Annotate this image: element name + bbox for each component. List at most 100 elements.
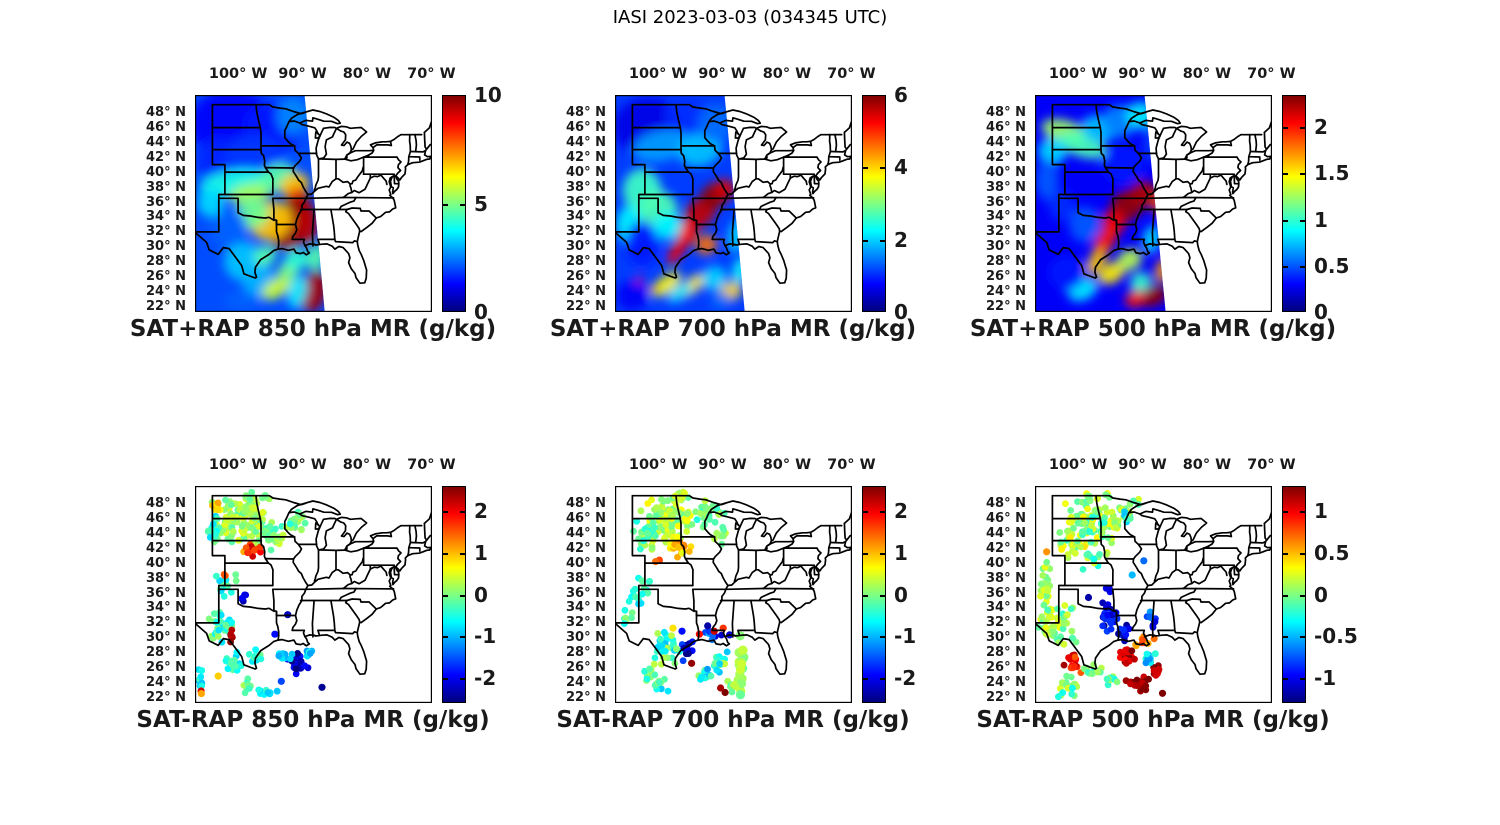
- lon-tick-label: 70° W: [1247, 66, 1296, 82]
- scatter-points: [620, 488, 749, 700]
- panel-sat-minus-rap-500: 100° W 90° W 80° W 70° W 48° N 46° N 44° N 42° …: [960, 441, 1360, 751]
- lon-tick-label: 90° W: [278, 457, 327, 473]
- lat-tick-label: 36° N: [986, 585, 1026, 601]
- lat-tick-label: 46° N: [146, 119, 186, 135]
- lat-tick-label: 26° N: [146, 660, 186, 676]
- lat-tick-label: 44° N: [146, 525, 186, 541]
- panel-sat-minus-rap-700: 100° W 90° W 80° W 70° W 48° N 46° N 44° N 42° …: [540, 441, 940, 751]
- colorbar-tick-label: 1: [894, 540, 908, 565]
- colorbar-tick: [460, 552, 465, 555]
- lon-tick-label: 100° W: [208, 457, 268, 473]
- lat-tick-label: 24° N: [566, 284, 606, 300]
- lat-tick-label: 22° N: [986, 690, 1026, 706]
- lon-tick-label: 70° W: [1247, 457, 1296, 473]
- lon-tick-label: 100° W: [1048, 457, 1108, 473]
- lat-tick-label: 24° N: [146, 675, 186, 691]
- colorbar-tick: [460, 594, 465, 597]
- lat-tick-label: 48° N: [986, 104, 1026, 120]
- lat-tick-label: 32° N: [986, 224, 1026, 240]
- colorbar-tick: [880, 594, 885, 597]
- colorbar-tick: [1300, 511, 1305, 514]
- lon-tick-label: 70° W: [827, 66, 876, 82]
- lat-tick-label: 42° N: [566, 540, 606, 556]
- colorbar-tick: [1300, 127, 1305, 130]
- lon-tick-label: 80° W: [1182, 66, 1232, 82]
- lat-tick-label: 48° N: [986, 495, 1026, 511]
- lat-tick-label: 26° N: [146, 269, 186, 285]
- lon-tick-label: 70° W: [827, 457, 876, 473]
- colorbar-tick: [443, 552, 448, 555]
- lat-tick-label: 32° N: [566, 224, 606, 240]
- lon-tick-label: 80° W: [762, 66, 812, 82]
- colorbar-tick-label: -1: [1314, 665, 1337, 690]
- lat-tick-label: 34° N: [146, 209, 186, 225]
- lat-tick-label: 34° N: [146, 600, 186, 616]
- colorbar-tick: [863, 511, 868, 514]
- lat-tick-label: 36° N: [146, 194, 186, 210]
- lat-tick-label: 48° N: [566, 495, 606, 511]
- lat-tick-label: 36° N: [566, 585, 606, 601]
- panel-title: SAT-RAP 700 hPa MR (g/kg): [556, 707, 910, 733]
- colorbar-tick-label: 4: [894, 155, 908, 180]
- lat-tick-label: 28° N: [566, 254, 606, 270]
- state-borders: [195, 103, 432, 285]
- lon-tick-label: 80° W: [342, 457, 392, 473]
- colorbar-tick: [460, 203, 465, 206]
- colorbar-tick-label: 0: [474, 582, 488, 607]
- lon-tick-label: 80° W: [1182, 457, 1232, 473]
- lat-tick-label: 30° N: [986, 630, 1026, 646]
- lon-tick-label: 90° W: [698, 66, 747, 82]
- colorbar-tick: [1283, 173, 1288, 176]
- lat-tick-label: 30° N: [986, 239, 1026, 255]
- colorbar-tick: [443, 203, 448, 206]
- lat-tick-label: 34° N: [986, 600, 1026, 616]
- heatmap-swath: [1035, 95, 1166, 312]
- colorbar-tick: [460, 511, 465, 514]
- colorbar-tick-label: -0.5: [1314, 624, 1358, 649]
- colorbar-tick: [1283, 677, 1288, 680]
- lat-tick-label: 32° N: [146, 224, 186, 240]
- lat-tick-label: 36° N: [146, 585, 186, 601]
- lat-tick-label: 44° N: [986, 134, 1026, 150]
- colorbar-tick: [1300, 173, 1305, 176]
- colorbar-tick-label: 0.5: [1314, 540, 1350, 565]
- colorbar-tick-label: 1.5: [1314, 161, 1350, 186]
- lon-tick-label: 90° W: [1118, 66, 1167, 82]
- lat-tick-label: 48° N: [146, 104, 186, 120]
- colorbar-tick: [1283, 594, 1288, 597]
- lat-tick-label: 48° N: [146, 495, 186, 511]
- colorbar-sat-minus-rap-500: [1282, 486, 1306, 703]
- lat-tick-label: 44° N: [566, 134, 606, 150]
- scatter-points: [195, 488, 326, 698]
- lat-tick-label: 40° N: [986, 164, 1026, 180]
- panel-title: SAT+RAP 700 hPa MR (g/kg): [549, 316, 917, 342]
- lon-tick-label: 100° W: [1048, 66, 1108, 82]
- lon-tick-label: 70° W: [407, 457, 456, 473]
- colorbar-sat-minus-rap-850: [442, 486, 466, 703]
- colorbar-tick: [1283, 636, 1288, 639]
- lat-tick-label: 22° N: [566, 690, 606, 706]
- colorbar-tick-label: -2: [894, 665, 917, 690]
- lat-tick-label: 42° N: [146, 149, 186, 165]
- colorbar-sat-plus-rap-850: [442, 95, 466, 312]
- colorbar-tick: [1300, 552, 1305, 555]
- colorbar-tick: [880, 552, 885, 555]
- colorbar-tick: [460, 636, 465, 639]
- lat-tick-label: 46° N: [986, 119, 1026, 135]
- colorbar-tick: [863, 552, 868, 555]
- colorbar-tick: [1283, 219, 1288, 222]
- colorbar-tick-label: 0: [894, 300, 908, 324]
- lat-tick-label: 46° N: [146, 510, 186, 526]
- state-borders: [1035, 494, 1272, 676]
- state-borders: [1035, 103, 1272, 285]
- lat-tick-label: 40° N: [146, 164, 186, 180]
- lat-tick-label: 38° N: [566, 570, 606, 586]
- lat-tick-label: 22° N: [146, 690, 186, 706]
- colorbar-tick: [443, 511, 448, 514]
- colorbar-tick: [880, 511, 885, 514]
- lat-tick-label: 28° N: [146, 254, 186, 270]
- lat-tick-label: 32° N: [146, 615, 186, 631]
- colorbar-tick: [863, 677, 868, 680]
- scatter-points: [1035, 490, 1167, 701]
